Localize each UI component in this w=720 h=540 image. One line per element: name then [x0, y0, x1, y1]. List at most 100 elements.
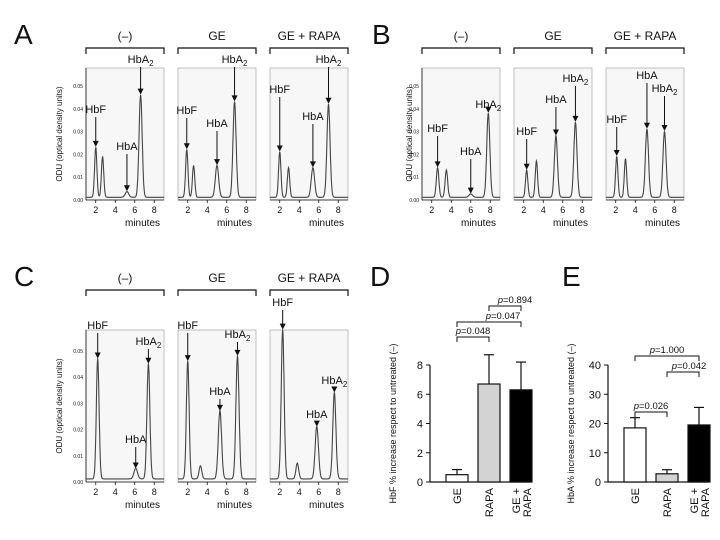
hba2-label-subscript: 2: [497, 104, 502, 113]
category-label-line: RAPA: [522, 487, 534, 517]
x-tick-label: 4: [205, 205, 210, 215]
hbf-peak-label: HbF: [427, 123, 448, 135]
p-value: =0.047: [491, 311, 520, 322]
x-tick-label: 8: [336, 205, 341, 215]
category-label-line: GE: [452, 488, 464, 504]
hba2-label-subscript: 2: [246, 334, 251, 343]
hba-peak-label: HbA: [125, 434, 147, 446]
x-tick-label: 4: [449, 205, 454, 215]
peak-arrow-head: [467, 187, 474, 194]
x-axis-label: minutes: [309, 500, 344, 511]
condition-bracket: [513, 47, 593, 54]
x-tick-label: 8: [152, 205, 157, 215]
y-axis-label: ODU (optical density units): [55, 358, 64, 453]
condition-header: GE: [208, 271, 225, 285]
condition-header: (–): [118, 271, 133, 285]
x-axis-label: minutes: [461, 218, 496, 229]
p-value-label: p=1.000: [649, 345, 685, 356]
p-value-label: p=0.894: [497, 295, 533, 306]
category-label-line: GE +: [689, 488, 701, 513]
peak-arrow-head: [613, 150, 620, 157]
hba2-peak-label: HbA2: [321, 375, 347, 389]
bar: [477, 383, 501, 483]
y-tick-label: 0.04: [409, 107, 419, 113]
bar: [445, 474, 469, 483]
peak-arrow-head: [313, 420, 320, 427]
peak-arrow-head: [523, 163, 530, 170]
chromatogram-trace: [178, 101, 256, 198]
peak-arrow-head: [123, 185, 130, 192]
hba2-peak-label: HbA2: [652, 83, 678, 97]
hba2-peak-label: HbA2: [128, 54, 154, 68]
x-tick-label: 8: [488, 205, 493, 215]
p-symbol: p: [633, 401, 639, 412]
peak-arrow-head: [214, 159, 220, 166]
panel-label: C: [14, 261, 34, 292]
significance-bracket: [634, 355, 700, 361]
p-symbol: p: [455, 326, 461, 337]
x-tick-label: 2: [93, 487, 98, 497]
chromatogram-panel-A: A (–) GE GE + RAPA ODU (optical density unit…: [14, 19, 349, 229]
hba2-peak-label: HbA2: [316, 54, 342, 68]
x-axis-label: minutes: [125, 218, 160, 229]
x-axis-label: minutes: [217, 500, 252, 511]
y-tick-label: 20: [589, 419, 601, 431]
peak-arrow-head: [132, 462, 139, 469]
hba-peak-label: HbA: [545, 94, 567, 106]
hba2-peak-label: HbA2: [562, 73, 588, 87]
y-tick-label: 0: [595, 477, 601, 489]
y-tick-label: 4: [417, 419, 423, 431]
peak-arrow-head: [231, 95, 238, 102]
y-tick-label: 0: [417, 477, 423, 489]
condition-bracket: [269, 289, 349, 296]
significance-bracket: [456, 321, 522, 327]
p-value: =1.000: [655, 345, 684, 356]
peak-arrow-head: [643, 122, 650, 129]
x-tick-label: 2: [521, 205, 526, 215]
y-tick-label: 2: [417, 448, 423, 460]
y-tick-label: 0.04: [73, 107, 83, 113]
peak-arrow-head: [331, 386, 338, 393]
x-tick-label: 6: [316, 487, 321, 497]
x-tick-label: 4: [633, 205, 638, 215]
hbf-peak-label: HbF: [606, 114, 627, 126]
y-tick-label: 40: [589, 360, 601, 372]
condition-bracket: [85, 289, 165, 296]
x-tick-label: 4: [297, 205, 302, 215]
condition-bracket: [177, 289, 257, 296]
condition-bracket: [421, 47, 501, 54]
hbf-peak-label: HbF: [176, 105, 197, 117]
hba2-label-subscript: 2: [343, 380, 348, 389]
hbf-peak-label: HbF: [87, 320, 108, 332]
x-tick-label: 6: [132, 487, 137, 497]
hbf-peak-label: HbF: [177, 320, 198, 332]
p-value: =0.042: [677, 361, 706, 372]
bar: [655, 473, 679, 483]
bar: [623, 427, 647, 483]
y-tick-label: 0.01: [73, 454, 83, 460]
hba2-label-base: HbA: [222, 54, 244, 66]
hbf-peak-label: HbF: [272, 297, 293, 309]
peak-arrow-head: [92, 140, 99, 147]
hba2-label-base: HbA: [316, 54, 338, 66]
x-tick-label: 2: [613, 205, 618, 215]
x-tick-label: 8: [336, 487, 341, 497]
peak-arrow-head: [434, 161, 441, 168]
x-tick-label: 6: [468, 205, 473, 215]
hba2-label-base: HbA: [128, 54, 150, 66]
p-value: =0.894: [503, 295, 532, 306]
hba-peak-label: HbA: [460, 146, 482, 158]
hba2-label-subscript: 2: [243, 59, 248, 68]
x-axis-label: minutes: [125, 500, 160, 511]
x-tick-label: 2: [93, 205, 98, 215]
p-symbol: p: [485, 311, 491, 322]
x-axis-label: minutes: [309, 218, 344, 229]
significance-bracket: [488, 305, 522, 311]
significance-bracket: [666, 371, 700, 377]
category-label: RAPA: [484, 487, 496, 517]
peak-arrow-head: [485, 106, 492, 113]
chromatogram-trace: [86, 94, 164, 198]
peak-arrow-head: [325, 97, 332, 104]
chromatogram-trace: [270, 329, 348, 480]
hba-peak-label: HbA: [209, 386, 231, 398]
